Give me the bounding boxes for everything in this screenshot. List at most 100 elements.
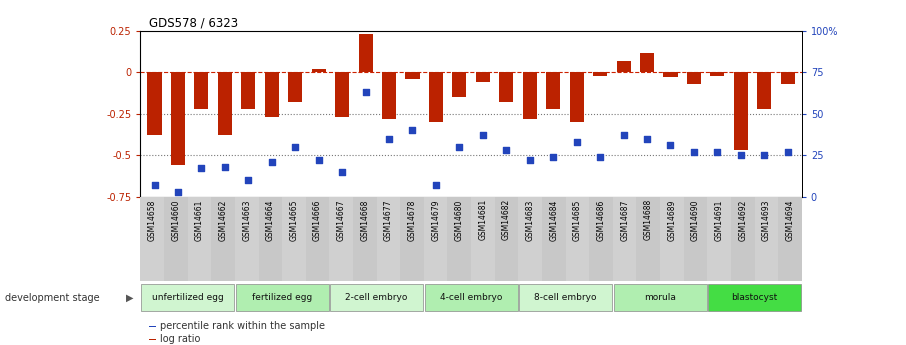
Text: GSM14677: GSM14677 xyxy=(384,199,393,241)
Point xyxy=(429,182,443,188)
Text: GSM14663: GSM14663 xyxy=(242,199,251,241)
Bar xyxy=(495,197,518,281)
Point xyxy=(381,136,396,141)
Bar xyxy=(518,197,542,281)
Text: GSM14667: GSM14667 xyxy=(337,199,346,241)
Text: GSM14679: GSM14679 xyxy=(431,199,440,241)
Bar xyxy=(613,284,707,311)
Text: GSM14687: GSM14687 xyxy=(620,199,629,240)
Point xyxy=(359,90,373,95)
Bar xyxy=(612,197,636,281)
Point xyxy=(265,159,279,165)
Point xyxy=(405,128,419,133)
Bar xyxy=(781,72,795,84)
Bar xyxy=(734,72,747,150)
Point xyxy=(194,166,208,171)
Bar xyxy=(335,72,349,117)
Point xyxy=(663,142,678,148)
Bar xyxy=(141,284,235,311)
Bar xyxy=(708,197,731,281)
Bar xyxy=(425,284,517,311)
Text: GSM14691: GSM14691 xyxy=(715,199,724,240)
Text: GSM14662: GSM14662 xyxy=(218,199,227,240)
Bar xyxy=(565,197,589,281)
Text: GSM14678: GSM14678 xyxy=(408,199,417,240)
Bar xyxy=(778,197,802,281)
Bar xyxy=(377,197,400,281)
Text: log ratio: log ratio xyxy=(160,334,201,344)
Bar xyxy=(330,197,353,281)
Text: morula: morula xyxy=(644,293,676,302)
Bar xyxy=(353,197,377,281)
Text: GSM14688: GSM14688 xyxy=(644,199,653,240)
Text: GSM14658: GSM14658 xyxy=(148,199,157,240)
Point xyxy=(734,152,748,158)
Text: GSM14694: GSM14694 xyxy=(786,199,795,241)
Text: GSM14664: GSM14664 xyxy=(265,199,275,241)
Text: GSM14666: GSM14666 xyxy=(313,199,323,241)
Bar xyxy=(429,72,443,122)
Text: 2-cell embryo: 2-cell embryo xyxy=(345,293,408,302)
Bar xyxy=(687,72,701,84)
Point xyxy=(148,182,162,188)
Bar xyxy=(637,197,660,281)
Bar xyxy=(400,197,424,281)
Text: GSM14685: GSM14685 xyxy=(573,199,582,240)
Bar xyxy=(452,72,467,97)
Bar xyxy=(282,197,306,281)
Text: GSM14690: GSM14690 xyxy=(691,199,700,241)
Text: GSM14684: GSM14684 xyxy=(549,199,558,240)
Text: blastocyst: blastocyst xyxy=(731,293,777,302)
Text: GDS578 / 6323: GDS578 / 6323 xyxy=(149,16,238,29)
Bar xyxy=(171,72,185,165)
Bar xyxy=(217,72,232,135)
Point xyxy=(170,189,185,195)
Bar xyxy=(265,72,279,117)
Bar xyxy=(570,72,583,122)
Bar xyxy=(523,72,536,119)
Bar xyxy=(236,284,329,311)
Bar xyxy=(235,197,258,281)
Bar xyxy=(589,197,612,281)
Text: GSM14665: GSM14665 xyxy=(289,199,298,241)
Point xyxy=(616,132,631,138)
Bar xyxy=(306,197,330,281)
Bar xyxy=(148,72,161,135)
Bar xyxy=(640,52,654,72)
Bar xyxy=(593,72,607,76)
Bar xyxy=(195,72,208,109)
Point xyxy=(640,136,654,141)
Bar xyxy=(476,72,490,82)
Text: 8-cell embryo: 8-cell embryo xyxy=(535,293,597,302)
Point xyxy=(499,148,514,153)
Point xyxy=(312,157,326,163)
Bar xyxy=(406,72,419,79)
Text: GSM14661: GSM14661 xyxy=(195,199,204,240)
Bar xyxy=(424,197,448,281)
Bar xyxy=(546,72,560,109)
Text: GSM14692: GSM14692 xyxy=(738,199,747,240)
Point xyxy=(523,157,537,163)
Bar xyxy=(330,284,423,311)
Text: development stage: development stage xyxy=(5,293,99,303)
Text: GSM14682: GSM14682 xyxy=(502,199,511,240)
Point xyxy=(452,144,467,150)
Bar xyxy=(312,69,326,72)
Point xyxy=(335,169,350,175)
Text: GSM14693: GSM14693 xyxy=(762,199,771,241)
Bar xyxy=(258,197,282,281)
Bar xyxy=(731,197,755,281)
Bar xyxy=(708,284,801,311)
Point xyxy=(546,154,561,160)
Text: GSM14681: GSM14681 xyxy=(478,199,487,240)
Bar xyxy=(542,197,565,281)
Bar xyxy=(288,72,303,102)
Text: unfertilized egg: unfertilized egg xyxy=(152,293,224,302)
Text: GSM14689: GSM14689 xyxy=(668,199,677,240)
Bar xyxy=(755,197,778,281)
Text: 4-cell embryo: 4-cell embryo xyxy=(440,293,502,302)
Bar xyxy=(519,284,612,311)
Point xyxy=(241,177,255,183)
Bar xyxy=(710,72,725,76)
Text: GSM14668: GSM14668 xyxy=(361,199,370,240)
